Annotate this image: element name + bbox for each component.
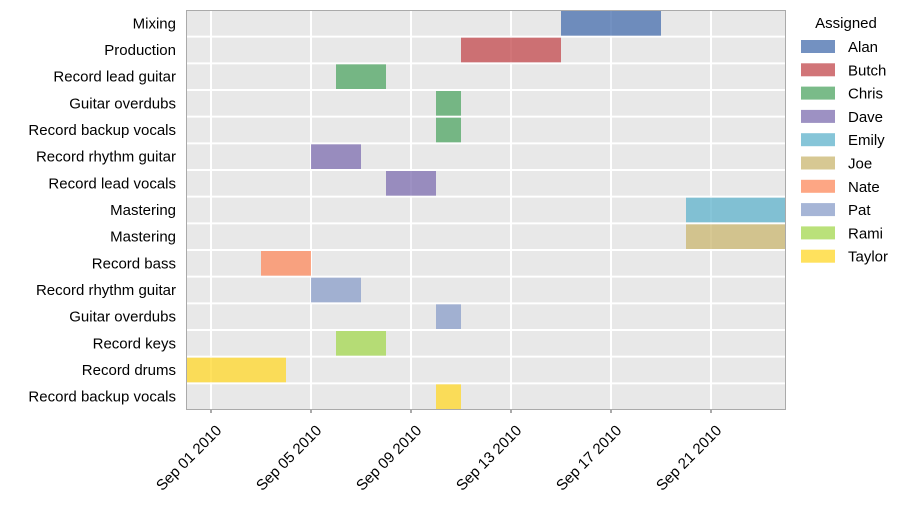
task-bar	[186, 357, 286, 383]
task-bar	[386, 171, 436, 196]
task-label: Record backup vocals	[28, 122, 176, 139]
task-label: Record backup vocals	[28, 389, 176, 406]
legend-label: Dave	[848, 109, 883, 126]
legend-label: Joe	[848, 156, 872, 173]
legend-swatch	[801, 203, 835, 217]
task-label: Record keys	[93, 335, 176, 352]
x-tick-label: Sep 01 2010	[153, 422, 225, 494]
task-label: Guitar overdubs	[69, 309, 176, 326]
task-bar	[311, 277, 361, 303]
task-label: Record bass	[92, 255, 176, 272]
task-bar	[436, 384, 461, 409]
task-bars	[186, 11, 786, 409]
task-bar	[686, 224, 786, 249]
legend-swatch	[801, 63, 835, 77]
legend-label: Chris	[848, 86, 883, 103]
task-bar	[436, 117, 461, 143]
task-label: Record rhythm guitar	[36, 282, 176, 299]
x-tick-label: Sep 13 2010	[453, 422, 525, 494]
x-tick-label: Sep 17 2010	[553, 422, 625, 494]
legend-swatch	[801, 133, 835, 147]
x-tick-label: Sep 21 2010	[653, 422, 725, 494]
legend-swatch	[801, 40, 835, 53]
task-bar	[336, 64, 386, 89]
task-bar	[686, 197, 786, 223]
legend-swatch	[801, 86, 835, 100]
legend-swatch	[801, 109, 835, 123]
legend-swatch	[801, 179, 835, 193]
legend-swatch	[801, 156, 835, 170]
legend-swatch	[801, 249, 835, 263]
task-labels: Mixing Production Record lead guitar Guitar…	[28, 15, 176, 405]
legend-label: Emily	[848, 132, 885, 149]
task-bar	[461, 37, 561, 63]
task-bar	[436, 91, 461, 116]
task-bar	[261, 251, 311, 276]
task-label: Production	[104, 42, 176, 59]
task-bar	[436, 304, 461, 329]
task-bar	[561, 11, 661, 36]
task-bar	[311, 144, 361, 169]
legend-swatch	[801, 226, 835, 240]
task-label: Record rhythm guitar	[36, 149, 176, 166]
task-label: Record drums	[82, 362, 176, 379]
task-label: Record lead guitar	[53, 69, 176, 86]
legend-label: Butch	[848, 62, 886, 79]
legend: Assigned Alan Butch Chris Dave Emily Joe Nate P…	[801, 15, 888, 266]
task-label: Mastering	[110, 202, 176, 219]
gridlines	[186, 10, 786, 410]
task-bar	[336, 331, 386, 356]
task-label: Mixing	[133, 15, 176, 32]
legend-label: Rami	[848, 225, 883, 242]
legend-label: Pat	[848, 202, 871, 219]
legend-label: Nate	[848, 179, 880, 196]
task-label: Record lead vocals	[48, 175, 176, 192]
task-label: Mastering	[110, 229, 176, 246]
plot-frame	[186, 10, 786, 410]
legend-label: Alan	[848, 39, 878, 56]
x-tick-label: Sep 05 2010	[253, 422, 325, 494]
x-tick-label: Sep 09 2010	[353, 422, 425, 494]
x-tick-labels: Sep 01 2010 Sep 05 2010 Sep 09 2010 Sep 13 …	[153, 410, 725, 494]
legend-title: Assigned	[815, 15, 877, 32]
legend-label: Taylor	[848, 249, 888, 266]
task-label: Guitar overdubs	[69, 95, 176, 112]
